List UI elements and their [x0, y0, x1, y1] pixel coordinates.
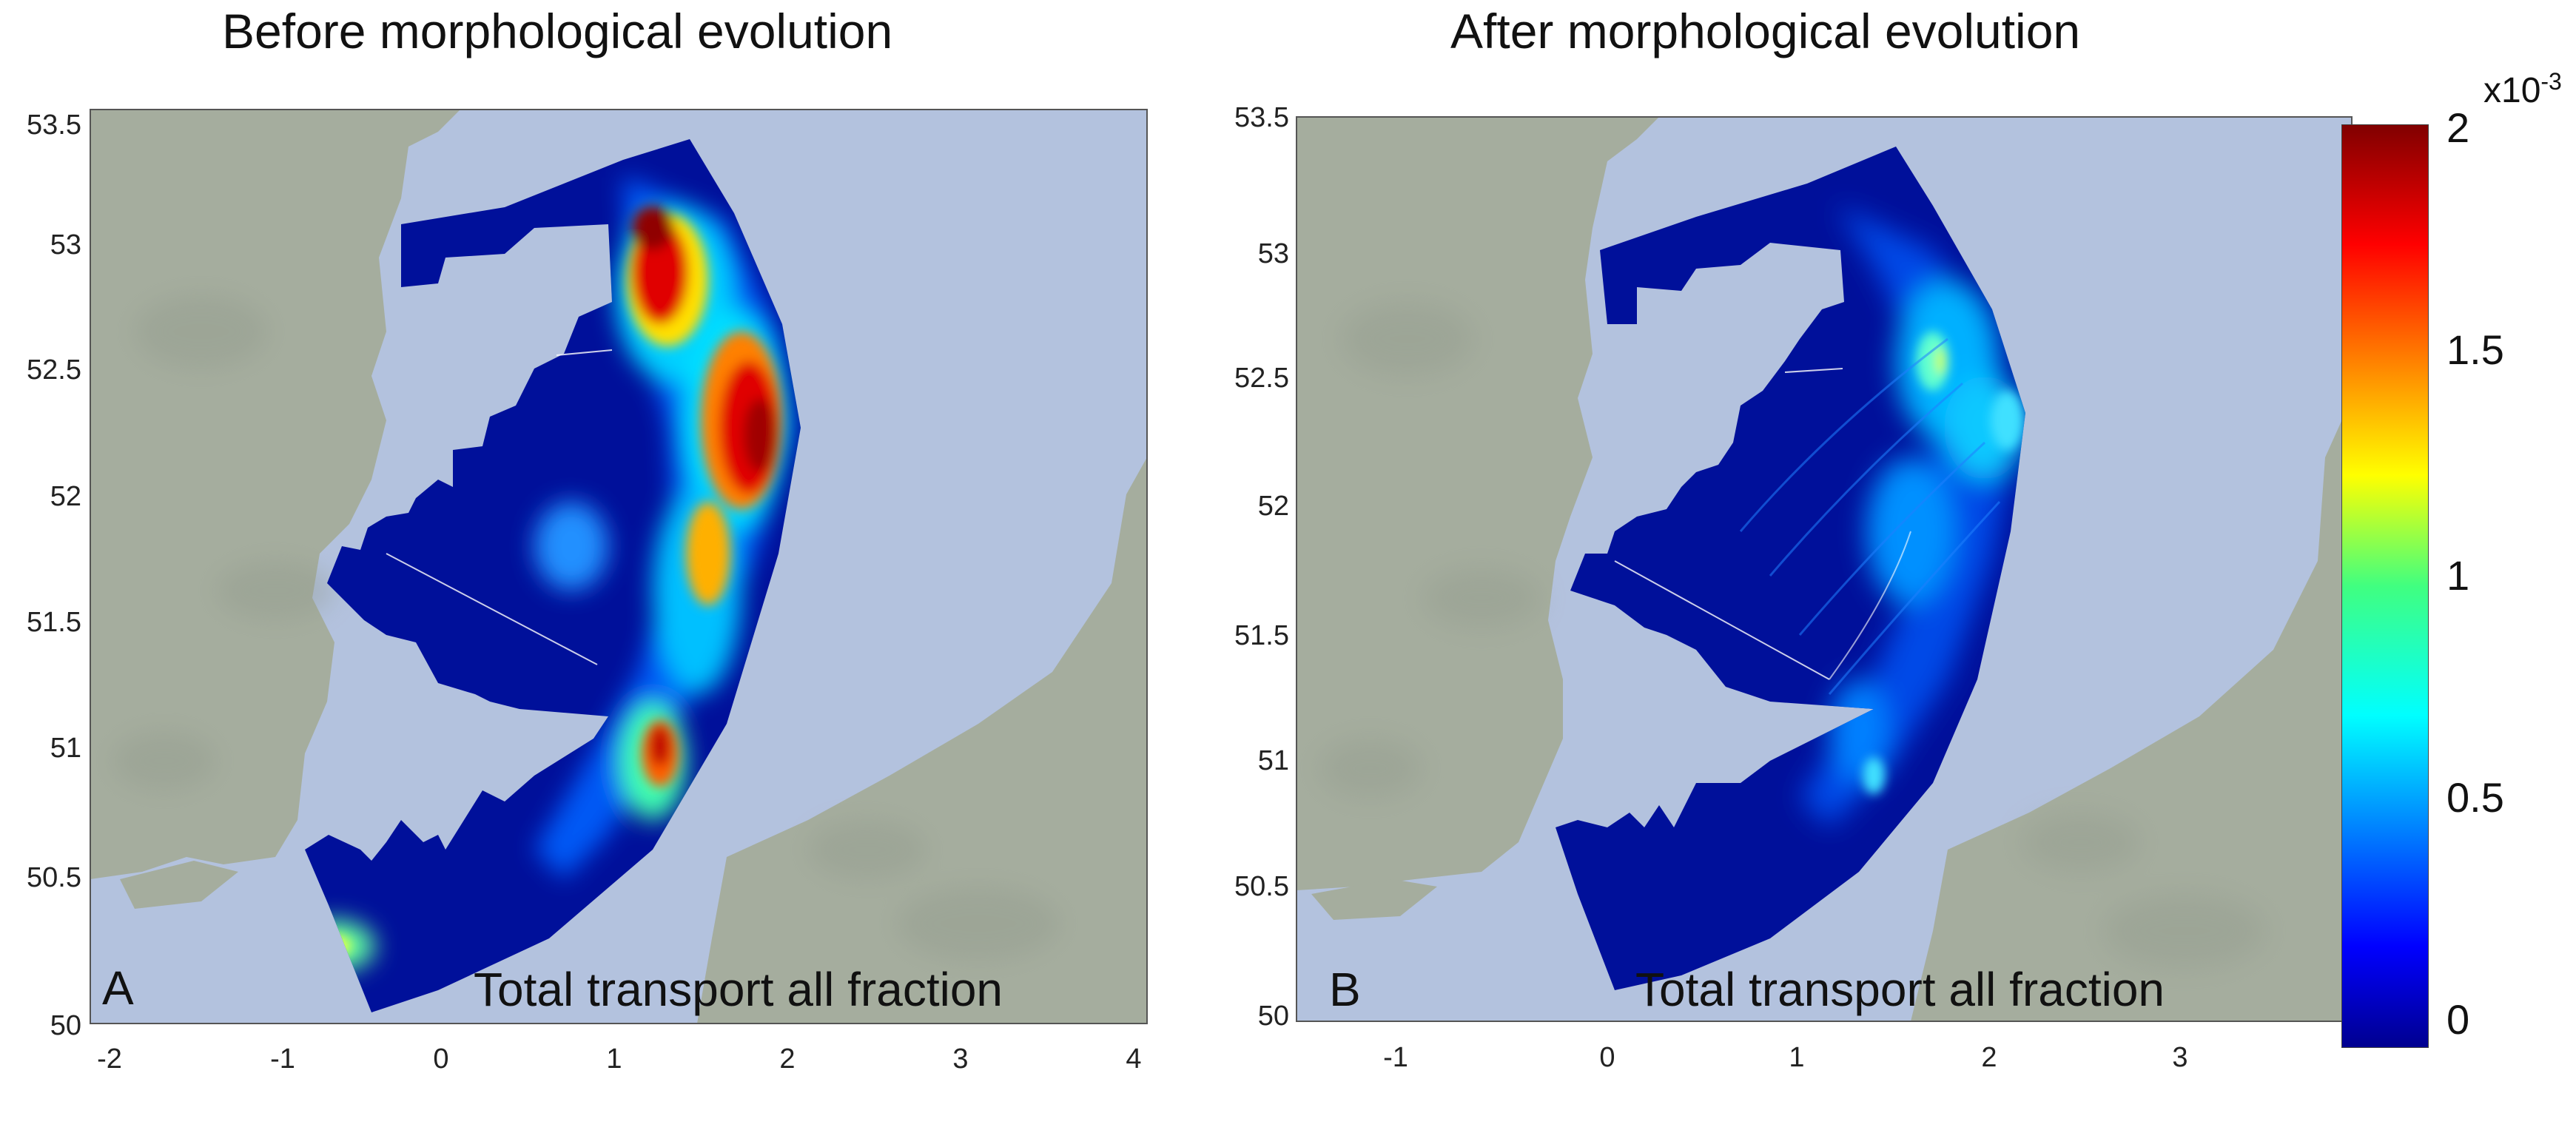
panel-a-title: Before morphological evolution [222, 4, 893, 58]
ytick-a: 50.5 [27, 862, 81, 893]
ytick-b: 50 [1257, 1001, 1289, 1032]
colorbar-tick: 1 [2446, 552, 2470, 599]
colorbar-multiplier-base: x10 [2483, 71, 2541, 110]
colorbar-tick: 0 [2446, 996, 2470, 1043]
panel-b-letter: B [1329, 963, 1361, 1016]
map-a-canvas [90, 109, 1148, 1024]
xtick-a: 1 [606, 1043, 622, 1075]
ytick-b: 51.5 [1234, 620, 1289, 651]
ytick-a: 53.5 [27, 110, 81, 141]
ytick-a: 52.5 [27, 354, 81, 386]
ytick-b: 50.5 [1234, 871, 1289, 902]
colorbar-tick: 1.5 [2446, 326, 2504, 373]
xtick-b: 1 [1789, 1042, 1805, 1073]
xtick-b: 0 [1599, 1042, 1615, 1073]
xtick-a: 0 [433, 1043, 449, 1075]
ytick-a: 52 [50, 481, 81, 512]
ytick-b: 53 [1257, 238, 1289, 269]
xtick-a: -2 [97, 1043, 122, 1075]
map-panel-b[interactable] [1296, 116, 2353, 1022]
xtick-a: 2 [779, 1043, 796, 1075]
xtick-b: -1 [1383, 1042, 1408, 1073]
xtick-b: 2 [1981, 1042, 1997, 1073]
xtick-a: 3 [952, 1043, 969, 1075]
colorbar-tick: 2 [2446, 104, 2470, 151]
panel-b-title: After morphological evolution [1450, 4, 2081, 58]
colorbar-tick: 0.5 [2446, 774, 2504, 821]
ytick-b: 52.5 [1234, 363, 1289, 394]
panel-a-caption: Total transport all fraction [474, 963, 1003, 1016]
colorbar-multiplier: x10-3 [2483, 68, 2562, 111]
ytick-a: 53 [50, 229, 81, 261]
ytick-b: 52 [1257, 491, 1289, 522]
xtick-a: 4 [1126, 1043, 1142, 1075]
ytick-a: 50 [50, 1010, 81, 1041]
xtick-b: 3 [2172, 1042, 2188, 1073]
colorbar [2341, 124, 2429, 1048]
ytick-b: 51 [1257, 745, 1289, 776]
ytick-b: 53.5 [1234, 102, 1289, 133]
panel-b-caption: Total transport all fraction [1635, 963, 2165, 1016]
xtick-a: -1 [270, 1043, 295, 1075]
map-b-canvas [1296, 116, 2353, 1022]
map-panel-a[interactable] [90, 109, 1148, 1024]
ytick-a: 51.5 [27, 607, 81, 638]
panel-a-letter: A [102, 961, 134, 1015]
ytick-a: 51 [50, 733, 81, 764]
colorbar-multiplier-exp: -3 [2540, 68, 2562, 95]
